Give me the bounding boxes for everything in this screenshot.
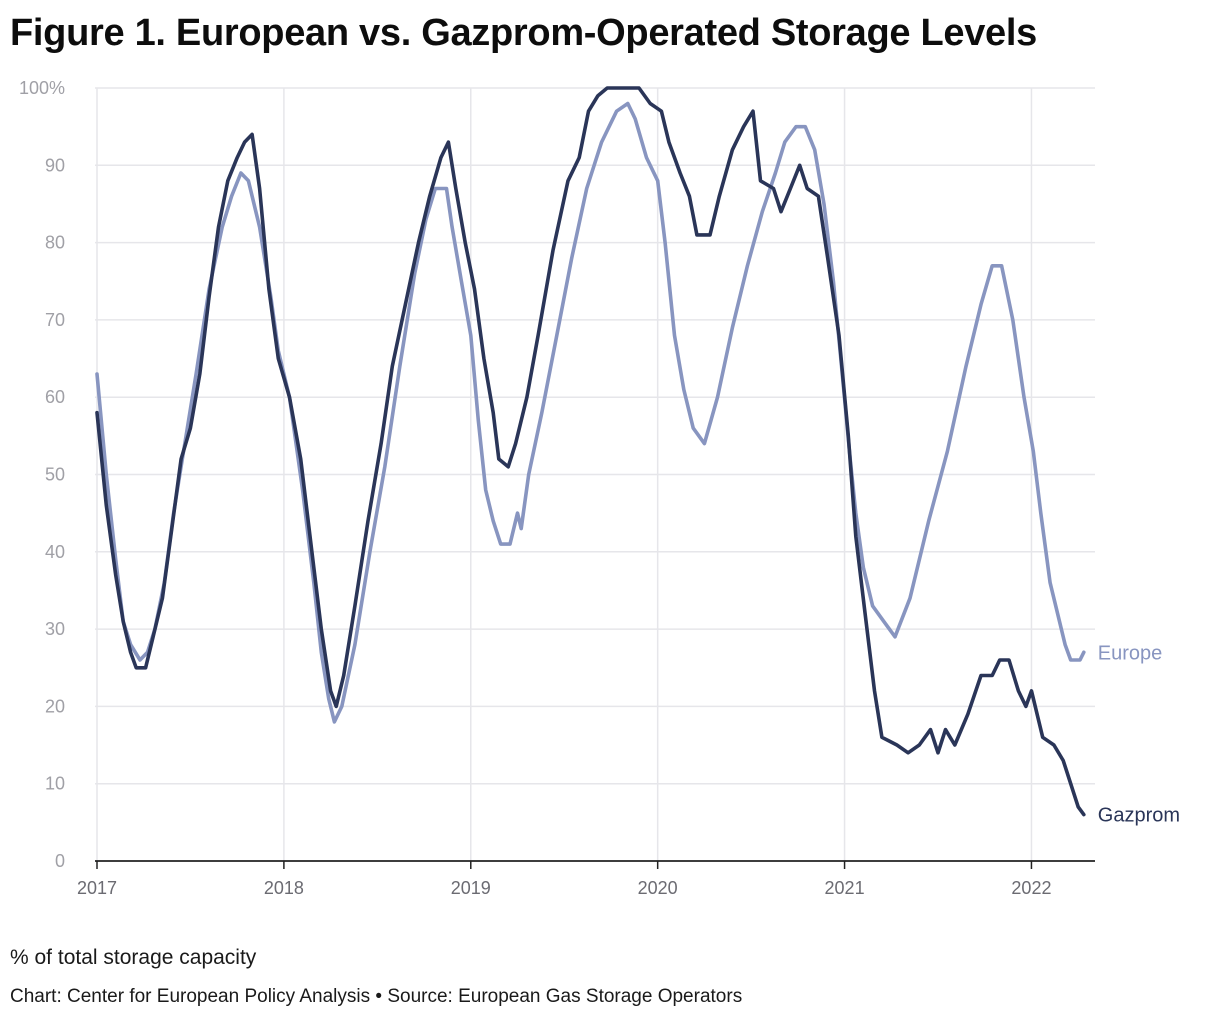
y-tick-label-100: 100% xyxy=(19,78,65,98)
y-tick-label-50: 50 xyxy=(45,465,65,485)
y-tick-label-30: 30 xyxy=(45,619,65,639)
x-tick-label-2019: 2019 xyxy=(451,878,491,898)
x-tick-label-2017: 2017 xyxy=(77,878,117,898)
source-credit: Chart: Center for European Policy Analys… xyxy=(10,986,743,1007)
series-label-gazprom: Gazprom xyxy=(1098,805,1180,827)
line-chart: 0 10 20 30 40 50 60 70 80 90 100% 2017 2018 2019 2020 2… xyxy=(19,78,1180,898)
chart-title: Figure 1. European vs. Gazprom-Operated … xyxy=(10,12,1037,54)
grid-lines xyxy=(95,87,1095,861)
axis-unit-note: % of total storage capacity xyxy=(10,946,257,969)
y-tick-label-20: 20 xyxy=(45,696,65,716)
series-label-europe: Europe xyxy=(1098,642,1163,664)
x-tick-label-2021: 2021 xyxy=(825,878,865,898)
y-tick-label-40: 40 xyxy=(45,542,65,562)
y-tick-label-70: 70 xyxy=(45,310,65,330)
series-line-gazprom xyxy=(95,86,1086,817)
axes xyxy=(95,860,1095,869)
x-tick-label-2018: 2018 xyxy=(264,878,304,898)
y-tick-label-80: 80 xyxy=(45,233,65,253)
labels: 0 10 20 30 40 50 60 70 80 90 100% 2017 2018 2019 2020 2… xyxy=(19,78,1180,898)
series-lines xyxy=(95,86,1086,817)
series-line-europe xyxy=(95,101,1086,724)
x-tick-label-2020: 2020 xyxy=(638,878,678,898)
y-tick-label-0: 0 xyxy=(55,851,65,871)
y-tick-label-90: 90 xyxy=(45,155,65,175)
y-tick-label-60: 60 xyxy=(45,387,65,407)
x-tick-label-2022: 2022 xyxy=(1011,878,1051,898)
y-tick-label-10: 10 xyxy=(45,774,65,794)
